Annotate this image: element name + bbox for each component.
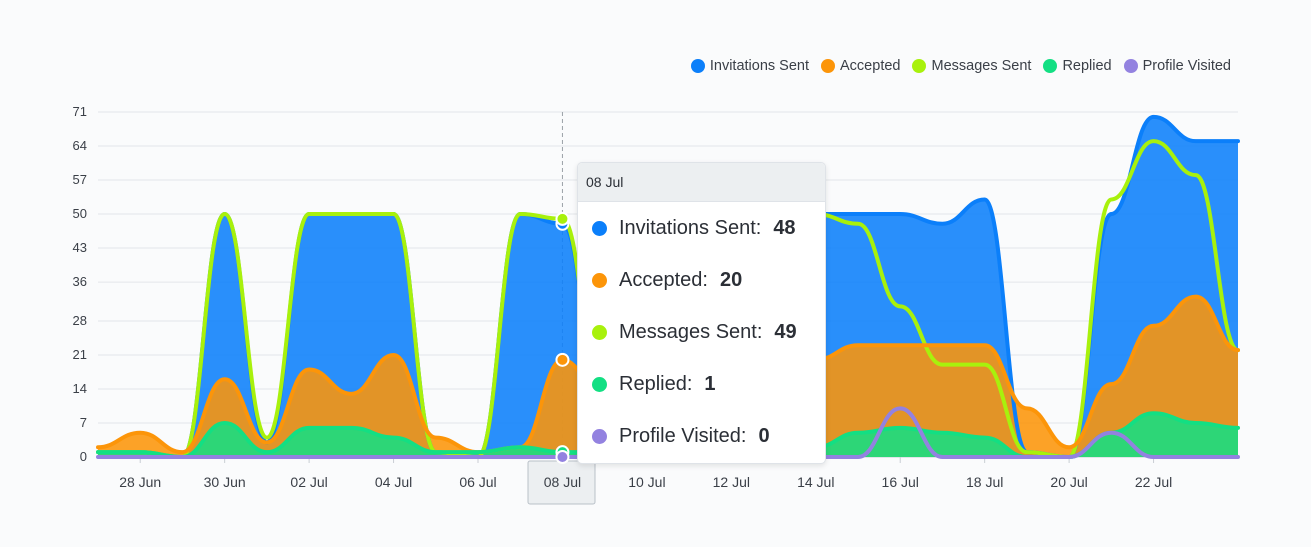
tooltip-value: 0 [758,424,770,447]
tooltip-swatch-icon [592,428,607,444]
marker-accepted [555,352,570,367]
x-tick-label: 30 Jun [204,474,246,490]
x-tick-label: 28 Jun [119,474,161,490]
tooltip-row-messages-sent: Messages Sent: 49 [578,306,825,358]
tooltip-label: Messages Sent: [619,320,763,343]
legend-swatch-icon [690,59,705,73]
area-replied [98,413,1238,457]
x-tick-label: 06 Jul [459,474,496,490]
marker-messages-sent [555,211,570,226]
y-tick-label: 64 [73,138,87,153]
tooltip-value: 20 [719,268,743,291]
tooltip-row-invitations-sent: Invitations Sent: 48 [578,202,825,254]
tooltip-swatch-icon [592,324,607,340]
x-tick-label: 16 Jul [882,474,919,490]
legend-swatch-icon [912,59,927,73]
y-axis: 0 7 14 21 28 36 43 50 57 64 71 [73,104,87,464]
y-tick-label: 71 [73,104,87,119]
legend-item-invitations-sent[interactable]: Invitations Sent [690,58,810,74]
x-tick-label: 02 Jul [290,474,327,490]
x-tick-label: 10 Jul [628,474,665,490]
legend-label: Accepted [840,58,901,74]
legend-label: Replied [1062,58,1112,74]
chart-tooltip: 08 Jul Invitations Sent: 48 Accepted: 20… [577,162,826,464]
legend-label: Invitations Sent [709,58,810,74]
legend-item-replied[interactable]: Replied [1043,58,1112,74]
y-tick-label: 14 [73,381,87,396]
y-tick-label: 0 [80,449,87,464]
x-tick-label: 08 Jul [544,474,581,490]
tooltip-row-accepted: Accepted: 20 [578,254,825,306]
legend-label: Profile Visited [1142,58,1231,74]
legend-label: Messages Sent [931,58,1032,74]
tooltip-swatch-icon [592,272,607,288]
legend-swatch-icon [821,59,836,73]
legend-item-accepted[interactable]: Accepted [821,58,900,74]
area-accepted [98,296,1238,457]
x-tick-label: 12 Jul [713,474,750,490]
y-tick-label: 43 [73,240,87,255]
tooltip-value: 49 [774,320,797,343]
tooltip-value: 1 [704,372,716,395]
x-tick-label: 04 Jul [375,474,412,490]
tooltip-label: Replied: [619,372,693,395]
tooltip-date: 08 Jul [578,163,825,202]
tooltip-label: Invitations Sent: [619,216,762,239]
y-tick-label: 28 [73,313,87,328]
y-tick-label: 50 [73,206,87,221]
y-tick-label: 57 [73,172,87,187]
hover-markers [555,211,570,464]
y-tick-label: 21 [73,347,87,362]
tooltip-row-profile-visited: Profile Visited: 0 [578,410,825,462]
y-tick-label: 7 [80,415,87,430]
tooltip-row-replied: Replied: 1 [578,358,825,410]
tooltip-swatch-icon [592,376,607,392]
legend-swatch-icon [1123,59,1138,73]
x-tick-label: 20 Jul [1050,474,1087,490]
x-tick-label: 18 Jul [966,474,1003,490]
legend-swatch-icon [1043,59,1058,73]
tooltip-value: 48 [773,216,796,239]
tooltip-label: Accepted: [619,268,708,291]
tooltip-label: Profile Visited: [619,424,747,447]
marker-profile-visited [555,450,570,464]
legend-item-profile-visited[interactable]: Profile Visited [1123,58,1231,74]
y-tick-label: 36 [73,274,87,289]
chart-legend: Invitations Sent Accepted Messages Sent … [690,58,1231,74]
x-axis: 28 Jun 30 Jun 02 Jul 04 Jul 06 Jul 08 Jul 10 J… [119,457,1172,490]
legend-item-messages-sent[interactable]: Messages Sent [912,58,1031,74]
x-tick-label: 22 Jul [1135,474,1172,490]
tooltip-swatch-icon [592,220,607,236]
x-tick-label: 14 Jul [797,474,834,490]
